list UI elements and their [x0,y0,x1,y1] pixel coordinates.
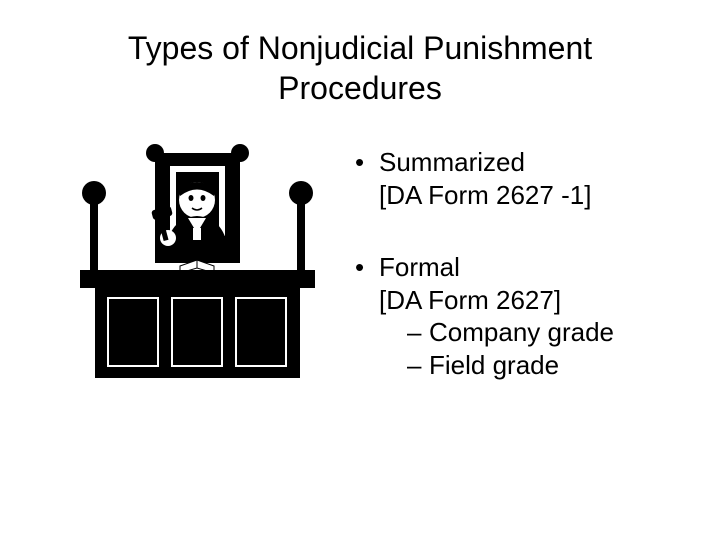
bullet-item-1: Summarized [DA Form 2627 -1] [355,146,614,211]
bullet-list: Summarized [DA Form 2627 -1] Formal [DA … [355,138,614,393]
title-line-1: Types of Nonjudicial Punishment [128,30,592,66]
bullet-1-line-2: [DA Form 2627 -1] [379,180,591,210]
bullet-1-line-1: Summarized [379,147,525,177]
bullet-item-2: Formal [DA Form 2627] Company grade Fiel… [355,251,614,381]
content-area: Summarized [DA Form 2627 -1] Formal [DA … [0,108,720,393]
slide-title: Types of Nonjudicial Punishment Procedur… [0,0,720,108]
sub-bullet-1: Company grade [379,316,614,349]
sub-2-text: Field grade [429,350,559,380]
judge-svg [60,138,335,393]
bullet-2-line-1: Formal [379,252,460,282]
judge-illustration [60,138,335,393]
sub-bullet-2: Field grade [379,349,614,382]
bullet-2-line-2: [DA Form 2627] [379,285,561,315]
title-line-2: Procedures [278,70,442,106]
sub-1-text: Company grade [429,317,614,347]
